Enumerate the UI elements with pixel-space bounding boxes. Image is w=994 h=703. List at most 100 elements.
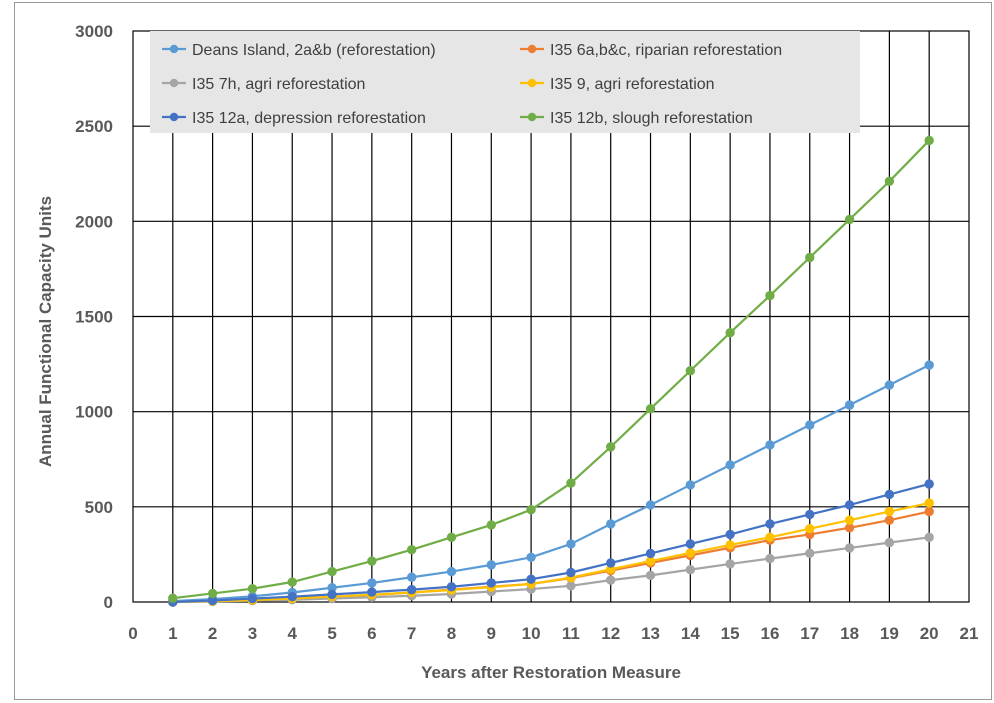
- series-2: [169, 507, 934, 606]
- data-point: [607, 443, 615, 451]
- x-tick-label: 17: [800, 624, 819, 643]
- data-point: [686, 565, 694, 573]
- data-point: [806, 525, 814, 533]
- x-tick-label: 19: [880, 624, 899, 643]
- data-point: [248, 584, 256, 592]
- data-point: [726, 560, 734, 568]
- series-line: [173, 484, 929, 602]
- x-tick-label: 7: [407, 624, 416, 643]
- x-tick-label: 20: [920, 624, 939, 643]
- y-tick-label: 1000: [75, 403, 113, 422]
- data-point: [447, 567, 455, 575]
- legend-item: I35 12a, depression reforestation: [162, 110, 426, 127]
- data-point: [686, 549, 694, 557]
- data-point: [726, 328, 734, 336]
- data-point: [328, 567, 336, 575]
- data-point: [487, 521, 495, 529]
- y-tick-label: 2000: [75, 212, 113, 231]
- x-tick-label: 4: [288, 624, 298, 643]
- data-point: [407, 545, 415, 553]
- data-point: [447, 583, 455, 591]
- data-point: [368, 579, 376, 587]
- legend-swatch-marker: [170, 45, 178, 53]
- data-point: [527, 505, 535, 513]
- legend-swatch-marker: [170, 79, 178, 87]
- y-tick-label: 2500: [75, 117, 113, 136]
- data-point: [726, 461, 734, 469]
- data-point: [567, 540, 575, 548]
- data-point: [806, 510, 814, 518]
- data-point: [726, 530, 734, 538]
- x-tick-label: 10: [522, 624, 541, 643]
- x-tick-label: 16: [760, 624, 779, 643]
- x-tick-label: 11: [562, 624, 580, 643]
- legend-item: I35 12b, slough reforestation: [520, 110, 753, 127]
- y-tick-label: 3000: [75, 22, 113, 41]
- data-point: [845, 215, 853, 223]
- data-point: [607, 576, 615, 584]
- data-point: [925, 136, 933, 144]
- data-point: [925, 480, 933, 488]
- data-point: [607, 559, 615, 567]
- data-point: [169, 594, 177, 602]
- y-tick-label: 1500: [75, 308, 113, 327]
- data-point: [646, 549, 654, 557]
- legend-label: I35 12b, slough reforestation: [550, 110, 753, 127]
- legend-swatch-marker: [170, 113, 178, 121]
- legend-label: I35 9, agri reforestation: [550, 76, 715, 93]
- data-point: [567, 568, 575, 576]
- x-tick-label: 6: [367, 624, 376, 643]
- data-point: [885, 177, 893, 185]
- series-line: [173, 365, 929, 601]
- x-tick-label: 21: [960, 624, 979, 643]
- data-point: [487, 579, 495, 587]
- data-point: [925, 507, 933, 515]
- data-point: [567, 582, 575, 590]
- x-tick-label: 12: [601, 624, 620, 643]
- data-point: [806, 421, 814, 429]
- series-1: [169, 361, 934, 605]
- data-point: [845, 401, 853, 409]
- data-point: [407, 585, 415, 593]
- data-point: [885, 538, 893, 546]
- legend-label: I35 7h, agri reforestation: [192, 76, 365, 93]
- legend-label: I35 12a, depression reforestation: [192, 110, 426, 127]
- y-axis-title: Annual Functional Capacity Units: [36, 196, 55, 467]
- data-point: [527, 575, 535, 583]
- data-point: [527, 553, 535, 561]
- legend-item: I35 7h, agri reforestation: [162, 76, 365, 93]
- data-point: [806, 549, 814, 557]
- legend-swatch-marker: [528, 113, 536, 121]
- chart-frame: 0 1 2 3 4 5 6 7 8 9 10 11 12 13 14 15 16 17 18 19 20 21 0 500 10…: [14, 2, 992, 700]
- data-point: [646, 501, 654, 509]
- legend-item: Deans Island, 2a&b (reforestation): [162, 42, 436, 59]
- data-point: [686, 367, 694, 375]
- series: [169, 136, 934, 606]
- data-point: [845, 544, 853, 552]
- data-point: [766, 291, 774, 299]
- data-point: [766, 441, 774, 449]
- data-point: [686, 540, 694, 548]
- x-tick-label: 18: [840, 624, 859, 643]
- data-point: [646, 405, 654, 413]
- legend-swatch-marker: [528, 79, 536, 87]
- data-point: [845, 516, 853, 524]
- data-point: [766, 533, 774, 541]
- legend: Deans Island, 2a&b (reforestation) I35 6a…: [150, 31, 860, 133]
- data-point: [766, 554, 774, 562]
- data-point: [885, 490, 893, 498]
- x-tick-label: 5: [327, 624, 336, 643]
- data-point: [407, 573, 415, 581]
- data-point: [885, 507, 893, 515]
- data-point: [607, 520, 615, 528]
- data-point: [328, 590, 336, 598]
- line-chart: 0 1 2 3 4 5 6 7 8 9 10 11 12 13 14 15 16 17 18 19 20 21050010…: [15, 3, 991, 699]
- y-tick-label: 500: [85, 498, 113, 517]
- legend-swatch-marker: [528, 45, 536, 53]
- data-point: [925, 361, 933, 369]
- x-tick-label: 15: [721, 624, 740, 643]
- data-point: [885, 516, 893, 524]
- legend-label: I35 6a,b&c, riparian reforestation: [550, 42, 782, 59]
- data-point: [925, 499, 933, 507]
- x-tick-label: 14: [681, 624, 700, 643]
